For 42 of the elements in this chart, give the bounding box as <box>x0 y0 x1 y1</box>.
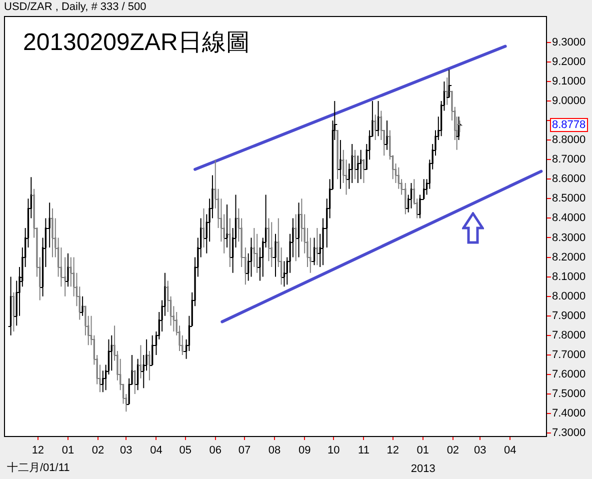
y-tick-label: 7.9000 <box>552 310 586 322</box>
x-tick-label: 01 <box>62 444 74 457</box>
x-tick-label: 11 <box>358 444 370 457</box>
x-tick-label: 03 <box>120 444 132 457</box>
y-tick-label: 8.8000 <box>552 134 586 146</box>
text: 8.8778 <box>550 118 588 132</box>
text: 20130209ZAR日線圖 <box>23 29 250 56</box>
x-tick-label: 03 <box>474 444 486 457</box>
y-tick-label: 7.4000 <box>552 408 586 420</box>
y-tick-label: 8.7000 <box>552 154 586 166</box>
y-tick-label: 9.2000 <box>552 56 586 68</box>
x-tick-label: 02 <box>446 444 460 457</box>
x-tick-label: 01 <box>416 444 430 457</box>
y-tick-label: 9.0000 <box>552 95 586 108</box>
x-tick-label: 06 <box>209 444 222 457</box>
y-tick-label: 8.1000 <box>552 270 586 283</box>
chart-subtitle: USD/ZAR , Daily, # 333 / 500 <box>4 1 146 14</box>
x-tick-label: 12 <box>386 444 399 457</box>
x-tick-label: 09 <box>298 444 311 457</box>
x-tick-label: 04 <box>504 444 516 457</box>
x-tick-label: 07 <box>238 444 251 457</box>
x-tick-label: 02 <box>92 444 104 457</box>
y-tick-label: 7.8000 <box>552 329 586 342</box>
y-tick-label: 8.3000 <box>552 232 586 244</box>
y-tick-label: 9.1000 <box>552 75 586 88</box>
y-tick-label: 7.3000 <box>552 427 586 440</box>
x-tick-label: 05 <box>179 444 192 457</box>
y-tick-label: 8.5000 <box>552 192 586 205</box>
x-tick-label: 08 <box>268 444 281 457</box>
y-tick-label: 8.4000 <box>552 212 586 224</box>
y-tick-label: 8.2000 <box>552 251 586 264</box>
y-tick-label: 7.6000 <box>552 368 586 381</box>
y-tick-label: 7.7000 <box>552 348 586 361</box>
y-tick-label: 7.5000 <box>552 388 586 400</box>
y-tick-label: 9.3000 <box>552 36 586 48</box>
y-tick-label: 8.6000 <box>552 173 586 186</box>
x-tick-label: 12 <box>32 444 44 457</box>
x-tick-label: 10 <box>328 444 340 457</box>
x-tick-label: 04 <box>150 444 162 457</box>
y-tick-label: 8.0000 <box>552 290 586 302</box>
text: 十二月/01/11 <box>7 462 70 474</box>
text: 2013 <box>410 463 436 476</box>
